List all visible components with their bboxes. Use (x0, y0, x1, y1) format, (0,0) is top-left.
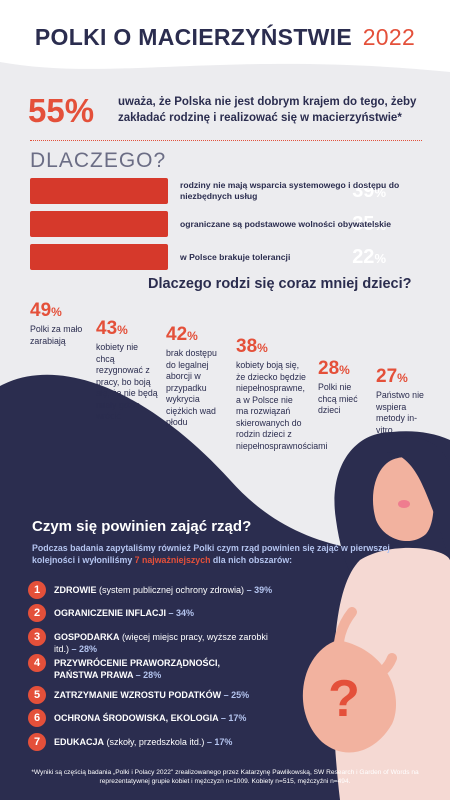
priority-number: 5 (28, 686, 46, 704)
stat-item: 43% kobiety nie chcą rezygnować z pracy,… (96, 318, 158, 423)
reason-row: 22% w Polsce brakuje tolerancji (30, 244, 422, 270)
reason-bar (30, 244, 168, 270)
title-year: 2022 (362, 24, 416, 50)
fewer-children-title: Dlaczego rodzi się coraz mniej dzieci? (148, 276, 412, 292)
belly (302, 640, 397, 753)
footnote: *Wyniki są częścią badania „Polki i Pola… (31, 769, 419, 785)
reason-text: ograniczane są podstawowe wolności obywa… (180, 218, 392, 229)
question-mark-icon: ? (328, 670, 360, 728)
reason-row: 35% ograniczane są podstawowe wolności o… (30, 211, 422, 237)
priority-text: PRZYWRÓCENIE PRAWORZĄDNOŚCI, PAŃSTWA PRA… (54, 658, 221, 680)
stat-text: Państwo nie wspiera metody in-vitro (376, 390, 424, 435)
priority-number: 3 (28, 628, 46, 646)
stat-percent: 38% (236, 336, 268, 357)
stat-percent: 43% (96, 318, 128, 339)
priority-item: 6 OCHRONA ŚRODOWISKA, EKOLOGIA – 17% (28, 709, 284, 727)
reason-percent: 39% (352, 180, 386, 202)
reason-row: 39% rodziny nie mają wsparcia systemoweg… (30, 178, 422, 204)
stat-item: 27% Państwo nie wspiera metody in-vitro (376, 366, 432, 436)
stat-percent: 28% (318, 358, 350, 379)
cheek (398, 500, 410, 508)
government-title: Czym się powinien zająć rząd? (32, 518, 252, 535)
headline-percent: 55% (28, 92, 95, 129)
reason-percent: 22% (352, 246, 386, 268)
stat-percent: 49% (30, 300, 62, 321)
priority-text: OCHRONA ŚRODOWISKA, EKOLOGIA – 17% (54, 713, 247, 723)
priority-text: OGRANICZENIE INFLACJI – 34% (54, 608, 195, 618)
reason-bar (30, 178, 168, 204)
stat-percent: 42% (166, 324, 198, 345)
page-title: POLKI O MACIERZYŃSTWIE 2022 (0, 24, 450, 51)
header-wave (0, 62, 450, 72)
headline-text: uważa, że Polska nie jest dobrym krajem … (118, 96, 417, 124)
stat-percent: 27% (376, 366, 408, 387)
stat-text: brak dostępu do legalnej aborcji w przyp… (166, 348, 217, 427)
priority-number: 6 (28, 709, 46, 727)
face (372, 457, 434, 542)
stat-text: kobiety boją się, że dziecko będzie niep… (236, 360, 328, 451)
stat-text: Polki za mało zarabiają (30, 324, 83, 346)
priority-text: EDUKACJA (szkoły, przedszkola itd.) – 17… (54, 737, 233, 747)
priority-item: 7 EDUKACJA (szkoły, przedszkola itd.) – … (28, 733, 284, 751)
priority-text: GOSPODARKA (więcej miejsc pracy, wyższe … (54, 632, 268, 654)
priority-number: 1 (28, 581, 46, 599)
government-intro: Podczas badania zapytaliśmy również Polk… (32, 542, 392, 566)
title-main: POLKI O MACIERZYŃSTWIE (34, 24, 353, 50)
priority-text: ZDROWIE (system publicznej ochrony zdrow… (54, 585, 273, 595)
dotted-divider (30, 140, 422, 141)
stat-item: 49% Polki za mało zarabiają (30, 300, 92, 347)
stat-text: Polki nie chcą mieć dzieci (318, 382, 358, 415)
intro-highlight: 7 najważniejszych (134, 555, 211, 565)
arm (333, 607, 397, 682)
priority-number: 4 (28, 654, 46, 672)
reason-percent: 35% (352, 213, 386, 235)
stat-item: 28% Polki nie chcą mieć dzieci (318, 358, 366, 417)
priority-item: 2 OGRANICZENIE INFLACJI – 34% (28, 604, 284, 622)
stat-item: 42% brak dostępu do legalnej aborcji w p… (166, 324, 228, 429)
reason-bar (30, 211, 168, 237)
hair-front (386, 437, 450, 560)
intro-part-a: Podczas badania zapytaliśmy również Polk… (32, 543, 390, 565)
stat-item: 38% kobiety boją się, że dziecko będzie … (236, 336, 328, 452)
priority-number: 2 (28, 604, 46, 622)
priority-text: ZATRZYMANIE WZROSTU PODATKÓW – 25% (54, 690, 250, 700)
header: POLKI O MACIERZYŃSTWIE 2022 (0, 0, 450, 62)
priority-number: 7 (28, 733, 46, 751)
priority-item: 3 GOSPODARKA (więcej miejsc pracy, wyższ… (28, 628, 284, 655)
reason-text: rodziny nie mają wsparcia systemowego i … (180, 180, 400, 201)
why-label: DLACZEGO? (30, 149, 167, 172)
priority-item: 4 PRZYWRÓCENIE PRAWORZĄDNOŚCI, PAŃSTWA P… (28, 654, 254, 681)
priority-item: 1 ZDROWIE (system publicznej ochrony zdr… (28, 581, 284, 599)
priority-item: 5 ZATRZYMANIE WZROSTU PODATKÓW – 25% (28, 686, 284, 704)
stat-text: kobiety nie chcą rezygnować z pracy, bo … (96, 342, 158, 421)
intro-part-b: dla nich obszarów: (210, 555, 293, 565)
reason-text: w Polsce brakuje tolerancji (180, 251, 291, 262)
